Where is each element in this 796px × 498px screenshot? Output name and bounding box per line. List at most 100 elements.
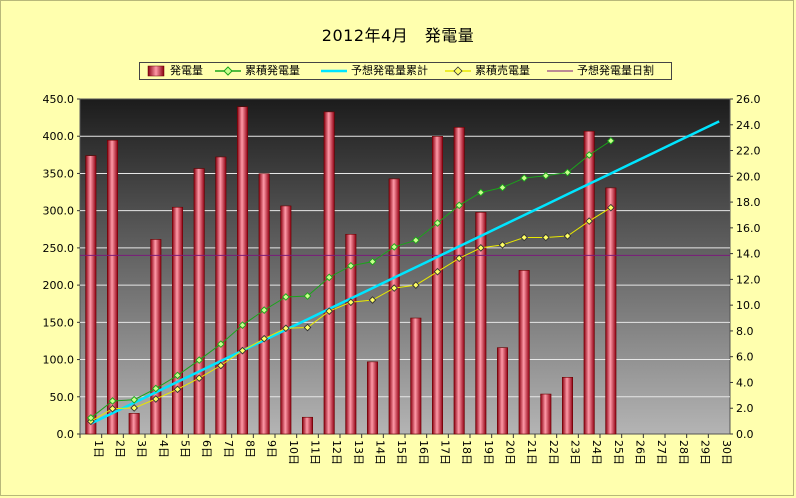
plot-area xyxy=(79,98,731,435)
point-marker xyxy=(498,241,507,249)
bar-generation xyxy=(85,155,97,435)
point-marker xyxy=(390,284,399,292)
x-tick-label: 13日 xyxy=(352,440,365,465)
bar-generation xyxy=(583,130,595,435)
point-marker xyxy=(368,257,377,266)
x-tick-label: 25日 xyxy=(612,440,625,465)
point-marker xyxy=(346,298,355,307)
point-marker xyxy=(325,307,334,316)
y-left-tick-label: 100.0 xyxy=(43,354,75,367)
point-marker xyxy=(433,219,442,227)
x-tick-label: 12日 xyxy=(330,440,343,465)
y-right-tick-label: 0.0 xyxy=(736,428,754,441)
x-tick-label: 9日 xyxy=(265,440,278,458)
x-tick-label: 3日 xyxy=(135,440,148,458)
point-marker xyxy=(411,236,420,245)
x-tick-label: 26日 xyxy=(634,440,647,465)
y-left-tick-label: 450.0 xyxy=(43,93,75,106)
point-marker xyxy=(433,267,442,276)
point-marker xyxy=(260,306,269,314)
line-forecast-cumulative xyxy=(90,120,720,425)
x-tick-label: 22日 xyxy=(547,440,560,465)
bar-generation xyxy=(475,212,487,435)
x-tick-label: 5日 xyxy=(179,440,192,458)
point-marker xyxy=(455,201,464,210)
x-tick-label: 19日 xyxy=(482,440,495,465)
yellow-diamond-line-icon xyxy=(445,66,471,76)
red-bar-swatch-icon xyxy=(147,65,165,77)
bar-generation xyxy=(561,377,573,435)
bar-generation xyxy=(431,136,443,435)
legend-label: 累積発電量 xyxy=(245,64,300,77)
legend-label: 予想発電量累計 xyxy=(351,64,428,77)
point-marker xyxy=(238,321,247,329)
point-marker xyxy=(585,217,594,225)
bar-generation xyxy=(388,178,400,435)
chart-title: 2012年4月 発電量 xyxy=(321,26,475,45)
x-tick-label: 27日 xyxy=(655,440,668,465)
point-marker xyxy=(281,324,290,333)
y-right-tick-label: 4.0 xyxy=(736,376,754,389)
point-marker xyxy=(108,397,117,405)
bar-generation xyxy=(323,111,335,435)
point-marker xyxy=(563,168,572,177)
point-marker xyxy=(606,203,615,212)
point-marker xyxy=(541,233,550,242)
y-left-tick-label: 150.0 xyxy=(43,316,75,329)
point-marker xyxy=(151,384,160,393)
point-marker xyxy=(108,404,117,413)
point-marker xyxy=(563,232,572,240)
bar-generation xyxy=(237,106,249,435)
point-marker xyxy=(173,371,182,380)
bar-generation xyxy=(193,168,205,435)
y-right-tick-label: 10.0 xyxy=(736,299,761,312)
y-left-tick-label: 200.0 xyxy=(43,279,75,292)
y-right-tick-label: 26.0 xyxy=(736,93,761,106)
y-right-tick-label: 24.0 xyxy=(736,119,761,132)
x-tick-label: 14日 xyxy=(374,440,387,465)
x-tick-label: 1日 xyxy=(92,440,105,458)
bar-generation xyxy=(496,347,508,435)
x-tick-label: 20日 xyxy=(504,440,517,465)
x-tick-label: 18日 xyxy=(460,440,473,465)
x-tick-label: 16日 xyxy=(417,440,430,465)
bar-generation xyxy=(128,413,140,435)
y-left-tick-label: 300.0 xyxy=(43,205,75,218)
y-right-tick-label: 16.0 xyxy=(736,222,761,235)
x-tick-label: 11日 xyxy=(309,440,322,465)
x-tick-label: 8日 xyxy=(244,440,257,458)
point-marker xyxy=(303,323,312,332)
x-tick-label: 29日 xyxy=(699,440,712,465)
point-marker xyxy=(498,183,507,192)
point-marker xyxy=(151,395,160,403)
point-marker xyxy=(346,261,355,270)
x-tick-label: 30日 xyxy=(720,440,733,465)
y-right-tick-label: 18.0 xyxy=(736,196,761,209)
y-left-tick-label: 350.0 xyxy=(43,167,75,180)
y-right-tick-label: 20.0 xyxy=(736,170,761,183)
bar-generation xyxy=(280,205,292,435)
point-marker xyxy=(195,356,204,364)
y-right-tick-label: 8.0 xyxy=(736,325,754,338)
y-right-tick-label: 2.0 xyxy=(736,402,754,415)
x-tick-label: 21日 xyxy=(525,440,538,465)
bar-generation xyxy=(453,127,465,435)
point-marker xyxy=(86,414,95,422)
legend-label: 発電量 xyxy=(170,64,203,77)
bar-generation xyxy=(301,416,313,435)
bar-generation xyxy=(258,173,270,435)
purple-line-icon xyxy=(547,70,573,72)
bar-generation xyxy=(172,206,184,435)
y-left-tick-label: 0.0 xyxy=(57,428,75,441)
bar-generation xyxy=(150,239,162,435)
x-tick-label: 15日 xyxy=(395,440,408,465)
bar-generation xyxy=(518,270,530,435)
y-right-tick-label: 12.0 xyxy=(736,273,761,286)
y-right-tick-label: 22.0 xyxy=(736,145,761,158)
bar-generation xyxy=(345,233,357,435)
point-marker xyxy=(303,292,312,300)
x-tick-label: 23日 xyxy=(569,440,582,465)
point-marker xyxy=(476,188,485,197)
